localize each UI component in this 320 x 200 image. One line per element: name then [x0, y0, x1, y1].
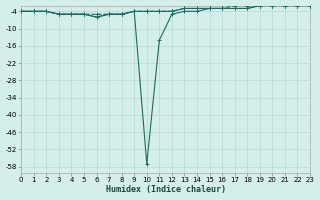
X-axis label: Humidex (Indice chaleur): Humidex (Indice chaleur): [106, 185, 226, 194]
